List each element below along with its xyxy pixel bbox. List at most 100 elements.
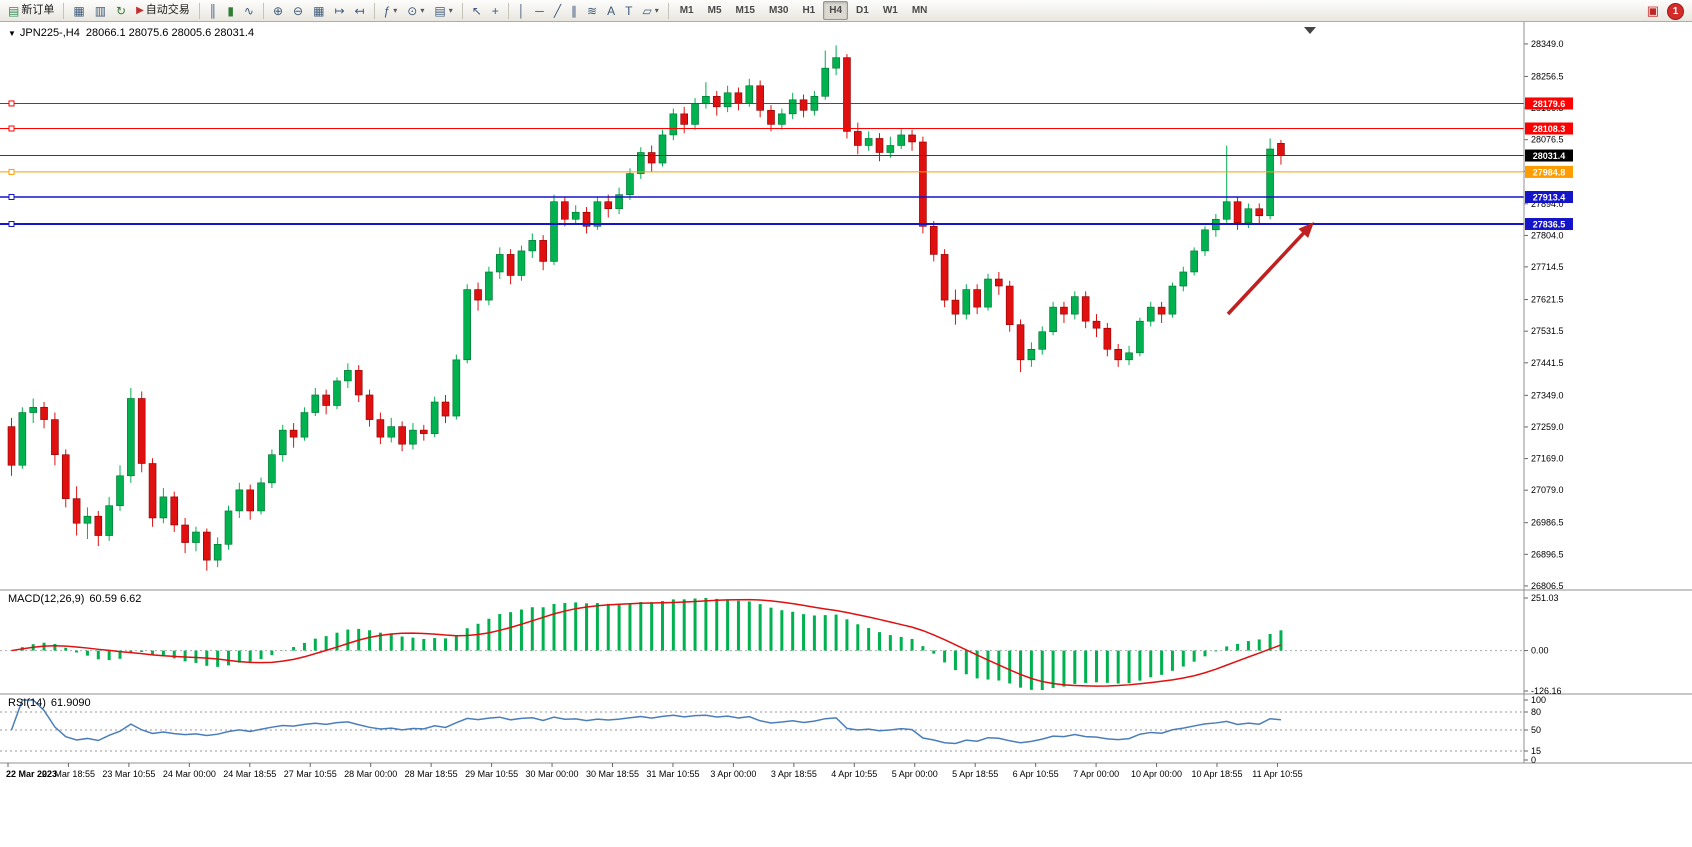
- price-axis[interactable]: 28349.028256.528166.528076.527986.527894…: [1524, 39, 1564, 591]
- svg-text:50: 50: [1531, 725, 1541, 735]
- cursor-icon: ↖: [471, 3, 482, 18]
- line-handle[interactable]: [8, 193, 15, 200]
- svg-text:27836.5: 27836.5: [1533, 220, 1566, 230]
- horizontal-line[interactable]: 28108.3: [0, 122, 1573, 135]
- new-order-button[interactable]: ▤ 新订单: [4, 0, 58, 21]
- current-price-line[interactable]: 28031.4: [0, 149, 1573, 162]
- zoom-in-button[interactable]: ⊕: [269, 0, 287, 21]
- horizontal-line[interactable]: 27913.4: [0, 190, 1573, 203]
- dropdown-icon: ▾: [420, 5, 425, 15]
- indicators-button[interactable]: ƒ ▾: [380, 0, 402, 21]
- candlestick-series: [7, 45, 1285, 571]
- svg-text:27169.0: 27169.0: [1531, 454, 1564, 464]
- price-badge: [1525, 122, 1573, 135]
- timeframe-w1-button[interactable]: W1: [882, 5, 898, 16]
- auto-scroll-icon: ↦: [334, 3, 345, 18]
- text-button[interactable]: A: [603, 0, 619, 21]
- new-chart-button[interactable]: ▦: [69, 0, 88, 21]
- zoom-out-icon: ⊖: [293, 3, 304, 18]
- collapse-chart-icon[interactable]: ▼: [8, 29, 16, 38]
- svg-text:5 Apr 00:00: 5 Apr 00:00: [892, 769, 938, 779]
- notifications-badge[interactable]: 1: [1667, 2, 1684, 20]
- timeframe-h1-button[interactable]: H1: [802, 5, 816, 16]
- chart-shift-marker[interactable]: [1304, 27, 1316, 34]
- trendline-icon: ╱: [553, 3, 562, 18]
- line-handle[interactable]: [8, 168, 15, 175]
- horizontal-line[interactable]: 28179.6: [0, 97, 1573, 110]
- chart-title: ▼ JPN225-,H4 28066.1 28075.6 28005.6 28031…: [8, 27, 254, 39]
- toolbar-right: ▣ 1: [1647, 1, 1684, 21]
- auto-scroll-button[interactable]: ↦: [330, 0, 348, 21]
- alert-icon[interactable]: ▣: [1646, 3, 1659, 18]
- svg-text:251.03: 251.03: [1531, 593, 1559, 603]
- toolbar-separator: [198, 2, 200, 19]
- label-icon: T: [625, 3, 633, 18]
- line-chart-button[interactable]: ∿: [240, 0, 258, 21]
- horizontal-line[interactable]: 27836.5: [0, 218, 1573, 231]
- timeframe-d1-button[interactable]: D1: [856, 5, 869, 16]
- templates-button[interactable]: ▤ ▾: [430, 0, 456, 21]
- svg-text:28 Mar 00:00: 28 Mar 00:00: [344, 769, 397, 779]
- equidistant-channel-button[interactable]: ∥: [567, 0, 581, 21]
- svg-text:100: 100: [1531, 695, 1546, 705]
- svg-text:28031.4: 28031.4: [1533, 151, 1566, 161]
- line-handle[interactable]: [8, 221, 15, 228]
- svg-text:30 Mar 18:55: 30 Mar 18:55: [586, 769, 639, 779]
- timeframe-m30-button[interactable]: M30: [768, 5, 789, 16]
- autotrading-button-label: 自动交易: [145, 4, 190, 16]
- toolbar-separator: [507, 2, 509, 19]
- timeframe-m1-button[interactable]: M1: [679, 5, 694, 16]
- shapes-icon: ▱: [642, 3, 652, 18]
- profiles-button[interactable]: ▥: [91, 0, 110, 21]
- horizontal-line[interactable]: 27984.8: [0, 165, 1573, 178]
- line-chart-icon: ∿: [243, 3, 254, 18]
- svg-text:27621.5: 27621.5: [1531, 295, 1564, 305]
- text-label-button[interactable]: T: [621, 0, 636, 21]
- svg-text:28179.6: 28179.6: [1533, 99, 1566, 109]
- candlestick-icon: ▮: [227, 3, 234, 18]
- arrow-annotation[interactable]: [1226, 222, 1314, 316]
- bar-chart-button[interactable]: ║: [205, 0, 222, 21]
- timeframe-m15-button[interactable]: M15: [735, 5, 755, 16]
- candlestick-chart-button[interactable]: ▮: [223, 0, 238, 21]
- timeframe-h4-button[interactable]: H4: [823, 1, 849, 20]
- svg-text:26986.5: 26986.5: [1531, 518, 1564, 528]
- svg-text:23 Mar 10:55: 23 Mar 10:55: [102, 769, 155, 779]
- timeframe-m5-button[interactable]: M5: [707, 5, 722, 16]
- price-badge: [1525, 218, 1573, 231]
- svg-text:10 Apr 00:00: 10 Apr 00:00: [1131, 769, 1182, 779]
- chart-shift-button[interactable]: ↤: [351, 0, 369, 21]
- arrows-button[interactable]: ▱ ▾: [638, 0, 662, 21]
- line-handle[interactable]: [8, 125, 15, 132]
- vertical-line-button[interactable]: │: [514, 0, 530, 21]
- trendline-button[interactable]: ╱: [550, 0, 565, 21]
- crosshair-button[interactable]: +: [488, 0, 503, 21]
- new-chart-icon: ▦: [73, 3, 85, 18]
- dropdown-icon: ▾: [393, 5, 398, 15]
- chart-window[interactable]: 28349.028256.528166.528076.527986.527894…: [0, 22, 1692, 847]
- bar-chart-icon: ║: [208, 3, 218, 18]
- line-handle[interactable]: [8, 100, 15, 107]
- zoom-out-button[interactable]: ⊖: [289, 0, 307, 21]
- periods-button[interactable]: ⊙ ▾: [403, 0, 428, 21]
- price-badge: [1525, 190, 1573, 203]
- svg-text:15: 15: [1531, 746, 1541, 756]
- refresh-button[interactable]: ↻: [112, 0, 130, 21]
- dropdown-icon: ▾: [654, 5, 659, 15]
- autotrading-button[interactable]: ▶ 自动交易: [132, 0, 194, 21]
- price-badge: [1525, 97, 1573, 110]
- horizontal-line-button[interactable]: ─: [531, 0, 548, 21]
- svg-text:7 Apr 00:00: 7 Apr 00:00: [1073, 769, 1119, 779]
- cursor-button[interactable]: ↖: [468, 0, 486, 21]
- rsi-line: [10, 699, 1282, 745]
- fibonacci-button[interactable]: ≋: [583, 0, 601, 21]
- tile-windows-button[interactable]: ▦: [309, 0, 328, 21]
- svg-text:0: 0: [1531, 755, 1536, 765]
- svg-text:3 Apr 18:55: 3 Apr 18:55: [771, 769, 817, 779]
- rsi-value: 61.9090: [50, 697, 91, 709]
- svg-text:22 Mar 18:55: 22 Mar 18:55: [42, 769, 95, 779]
- svg-text:10 Apr 18:55: 10 Apr 18:55: [1191, 769, 1242, 779]
- toolbar-separator: [461, 2, 463, 19]
- timeframe-mn-button[interactable]: MN: [911, 5, 928, 16]
